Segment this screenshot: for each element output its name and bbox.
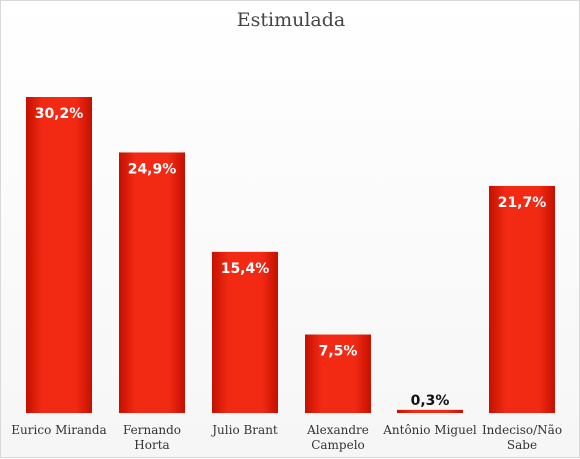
value-label-5: 0,3% (411, 393, 450, 409)
category-label-5: Antônio Miguel (382, 423, 477, 437)
bar-3 (212, 251, 278, 413)
bar-1 (26, 97, 92, 413)
value-label-1: 30,2% (35, 106, 84, 122)
chart-title: Estimulada (236, 9, 346, 31)
bar-5 (397, 409, 463, 413)
category-label-6: Indeciso/Não Sabe (482, 423, 562, 452)
category-label-2: Fernando Horta (123, 423, 181, 452)
category-label-1: Eurico Miranda (11, 423, 106, 437)
value-label-6: 21,7% (498, 195, 547, 211)
bar-2 (119, 152, 185, 413)
category-label-3: Julio Brant (210, 423, 278, 437)
value-label-2: 24,9% (128, 161, 177, 177)
value-label-4: 7,5% (319, 344, 358, 360)
bar-6 (489, 185, 555, 413)
category-label-4: Alexandre Campelo (306, 423, 369, 452)
value-label-3: 15,4% (221, 261, 270, 277)
bar-4 (305, 334, 371, 413)
